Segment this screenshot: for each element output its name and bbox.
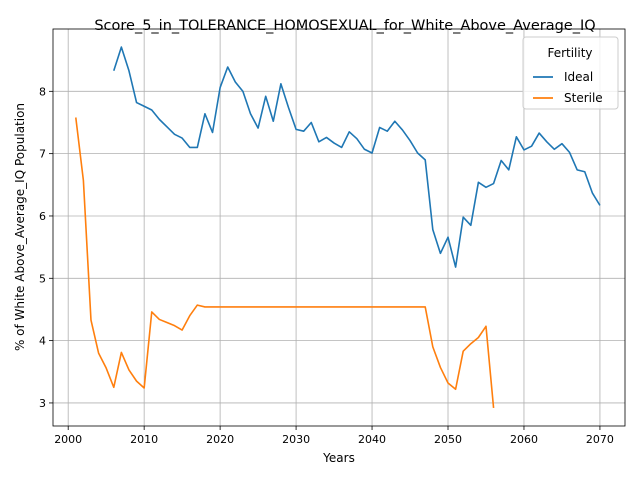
legend: Fertility Ideal Sterile [522, 36, 619, 110]
legend-box [522, 36, 619, 110]
x-axis-label: Years [322, 451, 355, 465]
x-tick-label: 2050 [434, 433, 462, 446]
y-tick-label: 7 [39, 148, 46, 161]
x-tick-label: 2070 [586, 433, 614, 446]
y-tick-label: 3 [39, 397, 46, 410]
x-tick-label: 2000 [54, 433, 82, 446]
x-tick-label: 2020 [206, 433, 234, 446]
x-tick-label: 2040 [358, 433, 386, 446]
legend-title: Fertility [547, 46, 592, 60]
chart-title: Score_5_in_TOLERANCE_HOMOSEXUAL_for_Whit… [94, 18, 595, 34]
y-axis-label: % of White Above_Average_IQ Population [13, 103, 27, 351]
legend-label-sterile: Sterile [564, 91, 603, 105]
y-axis-ticks: 3 4 5 6 7 8 [39, 85, 53, 410]
series-line-ideal [113, 46, 601, 268]
y-tick-label: 8 [39, 85, 46, 98]
y-tick-label: 6 [39, 210, 46, 223]
series-line-sterile [74, 117, 495, 409]
y-tick-label: 5 [39, 272, 46, 285]
legend-label-ideal: Ideal [564, 70, 593, 84]
x-tick-label: 2010 [130, 433, 158, 446]
y-tick-label: 4 [39, 335, 46, 348]
x-tick-label: 2030 [282, 433, 310, 446]
x-tick-label: 2060 [510, 433, 538, 446]
plot-frame [52, 28, 626, 427]
series-lines [74, 46, 601, 409]
x-axis-ticks: 2000 2010 2020 2030 2040 2050 2060 2070 [54, 426, 614, 446]
